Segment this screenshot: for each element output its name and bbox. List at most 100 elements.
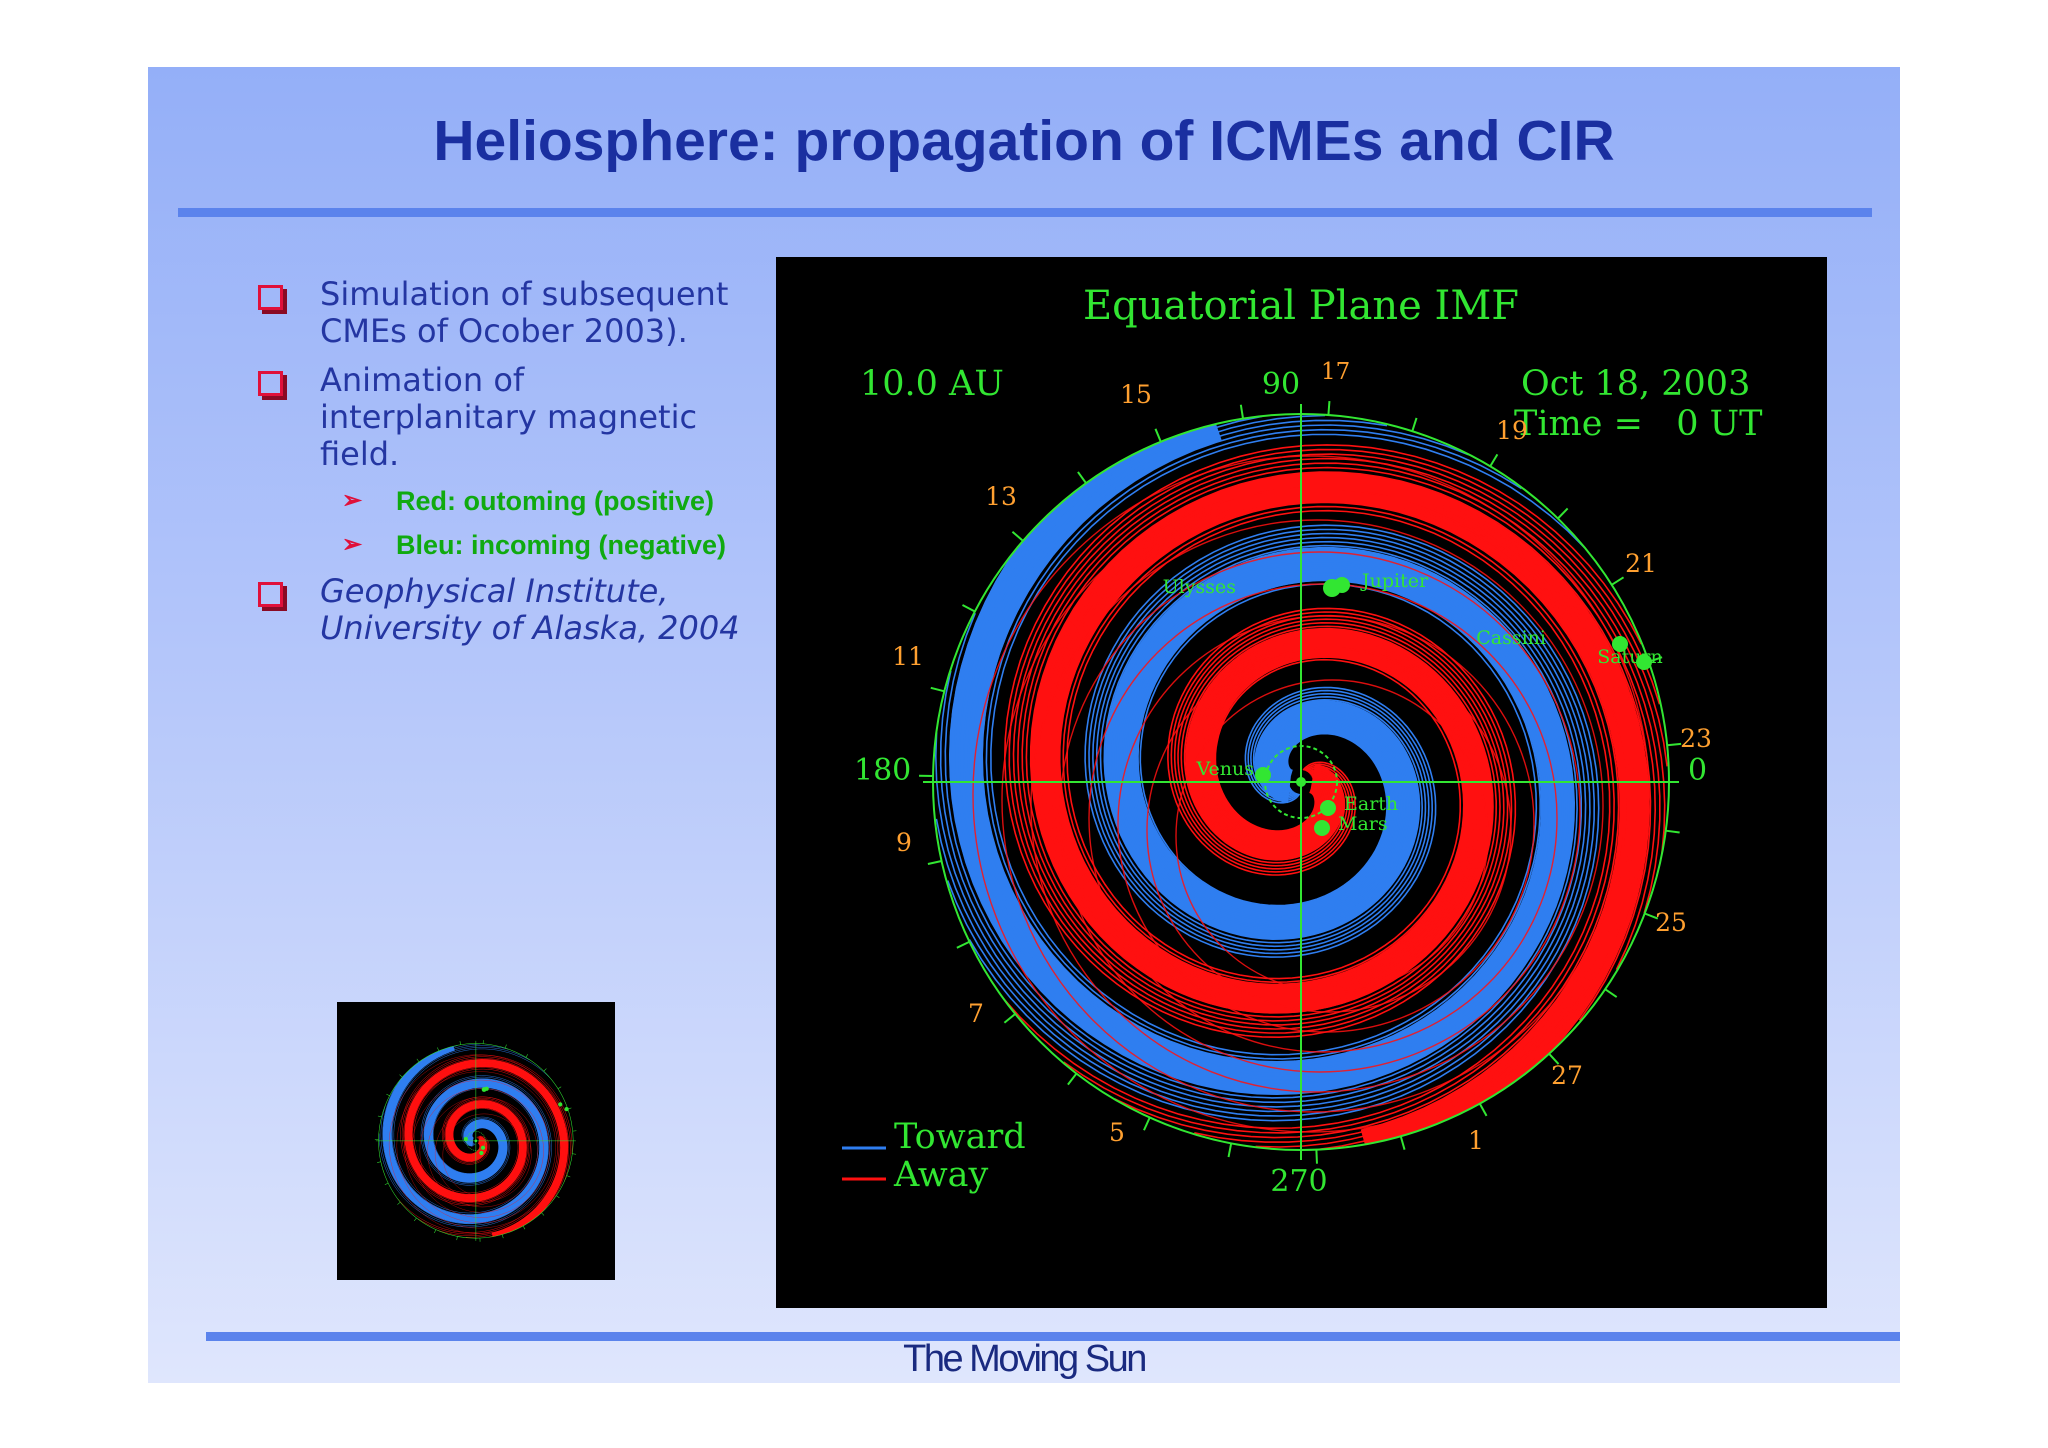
body-label: Earth xyxy=(1344,793,1398,815)
tick-mark xyxy=(1557,507,1569,520)
bullet-item: Geophysical Institute, University of Ala… xyxy=(250,573,750,647)
planet-marker xyxy=(1334,577,1350,593)
tick-mark xyxy=(416,1058,420,1063)
away-ring xyxy=(434,1105,532,1202)
imf-thumbnail[interactable] xyxy=(337,1002,615,1280)
planet-marker xyxy=(1636,654,1652,670)
toward-line xyxy=(392,1047,540,1215)
bullet-item: Simulation of subsequent CMEs of Ocober … xyxy=(250,276,750,350)
tick-mark xyxy=(1327,400,1331,416)
bullet-item: Animation of interplanitary magnetic fie… xyxy=(250,362,750,473)
away-line xyxy=(1033,475,1647,1081)
toward-line xyxy=(976,419,1550,1068)
planet-marker xyxy=(463,1136,468,1142)
away-line xyxy=(401,1056,571,1205)
tick-label: 17 xyxy=(1321,359,1350,385)
toward-line xyxy=(944,544,1578,1099)
away-line xyxy=(1017,457,1666,1026)
away-ring xyxy=(442,1113,526,1197)
away-ring xyxy=(972,455,1650,1133)
sub-bullet-item: ➢ Bleu: incoming (negative) xyxy=(250,529,750,561)
tick-mark xyxy=(556,1195,560,1198)
tick-mark xyxy=(525,1054,529,1058)
tick-mark xyxy=(557,1086,562,1089)
tick-mark xyxy=(459,1041,461,1045)
planet-marker xyxy=(1612,636,1628,652)
away-line xyxy=(1046,488,1633,1150)
arrow-bullet-icon: ➢ xyxy=(342,531,363,558)
tick-mark xyxy=(541,1212,545,1216)
toward-line xyxy=(935,532,1591,1113)
imf-spirals xyxy=(934,414,1668,1150)
tick-mark xyxy=(522,1225,526,1230)
angle-270-label: 270 xyxy=(1270,1164,1327,1199)
arrow-bullet-icon: ➢ xyxy=(342,487,363,514)
away-line xyxy=(1025,466,1657,1018)
body-label: Cassini xyxy=(1476,627,1546,649)
away-ring xyxy=(1059,551,1581,1073)
tick-label: 19 xyxy=(1496,416,1528,445)
toward-line xyxy=(972,414,1554,1073)
tick-mark xyxy=(397,1202,401,1205)
away-line xyxy=(1008,448,1661,1034)
toward-line xyxy=(949,548,1574,1095)
bullet-text: Simulation of subsequent CMEs of Ocober … xyxy=(320,275,729,350)
spiral-group xyxy=(934,414,1668,1150)
toward-line xyxy=(385,1052,546,1221)
tick-label: 23 xyxy=(1680,724,1712,753)
tick-label: 7 xyxy=(968,999,984,1028)
tick-label: 21 xyxy=(1625,549,1657,578)
tick-mark xyxy=(434,1229,437,1234)
toward-line xyxy=(985,428,1542,1060)
toward-line xyxy=(968,524,1600,1122)
away-ring xyxy=(1117,615,1535,1033)
toward-line xyxy=(939,540,1582,1104)
tick-label: 9 xyxy=(896,828,912,857)
bullet-list: Simulation of subsequent CMEs of Ocober … xyxy=(250,276,750,659)
angle-0-label: 0 xyxy=(1688,753,1707,788)
away-ring xyxy=(1030,519,1604,1093)
tick-label: 27 xyxy=(1551,1061,1583,1090)
imf-thumbnail-plot xyxy=(374,1040,577,1242)
away-line xyxy=(403,1058,570,1204)
planet-marker xyxy=(479,1150,484,1156)
bullet-text: Geophysical Institute, University of Ala… xyxy=(320,572,740,647)
tick-mark xyxy=(414,1217,417,1222)
planet-marker xyxy=(564,1107,569,1112)
planet-marker xyxy=(1255,767,1271,783)
planet-marker xyxy=(484,1086,489,1091)
toward-line xyxy=(383,1068,548,1223)
tick-mark xyxy=(502,1234,504,1239)
away-line xyxy=(1054,497,1624,1143)
planet-marker xyxy=(558,1102,563,1107)
sub-bullet-text: Red: outoming (positive) xyxy=(396,486,714,516)
away-ring xyxy=(396,1062,563,1229)
away-line xyxy=(407,1062,565,1238)
toward-line xyxy=(390,1045,542,1217)
planet-marker xyxy=(1296,777,1306,787)
legend-away-label: Away xyxy=(893,1155,989,1195)
tick-mark xyxy=(1644,912,1659,920)
legend-toward-label: Toward xyxy=(894,1117,1026,1157)
tick-mark xyxy=(1611,576,1625,586)
away-line xyxy=(400,1054,573,1206)
toward-line xyxy=(934,536,1587,1108)
tick-mark xyxy=(1548,1053,1560,1065)
away-ring xyxy=(411,1079,550,1218)
checkbox-bullet-icon xyxy=(258,582,283,607)
toward-line xyxy=(990,433,1586,1056)
toward-line xyxy=(393,1048,552,1214)
thumbnail-spirals xyxy=(374,1040,577,1242)
away-line xyxy=(1012,453,1668,1030)
away-line xyxy=(409,1064,563,1238)
slide-title: Heliosphere: propagation of ICMEs and CI… xyxy=(433,109,1615,173)
spiral-group xyxy=(379,1043,573,1239)
away-line xyxy=(1003,509,1611,1130)
planet-marker xyxy=(480,1145,486,1150)
tick-mark xyxy=(956,940,970,949)
tick-mark xyxy=(1665,829,1680,834)
imf-figure: Equatorial Plane IMF 10.0 AU Oct 18, 200… xyxy=(776,257,1827,1308)
angle-90-label: 90 xyxy=(1262,367,1300,402)
away-line xyxy=(397,1068,558,1233)
tick-mark xyxy=(456,1236,458,1241)
